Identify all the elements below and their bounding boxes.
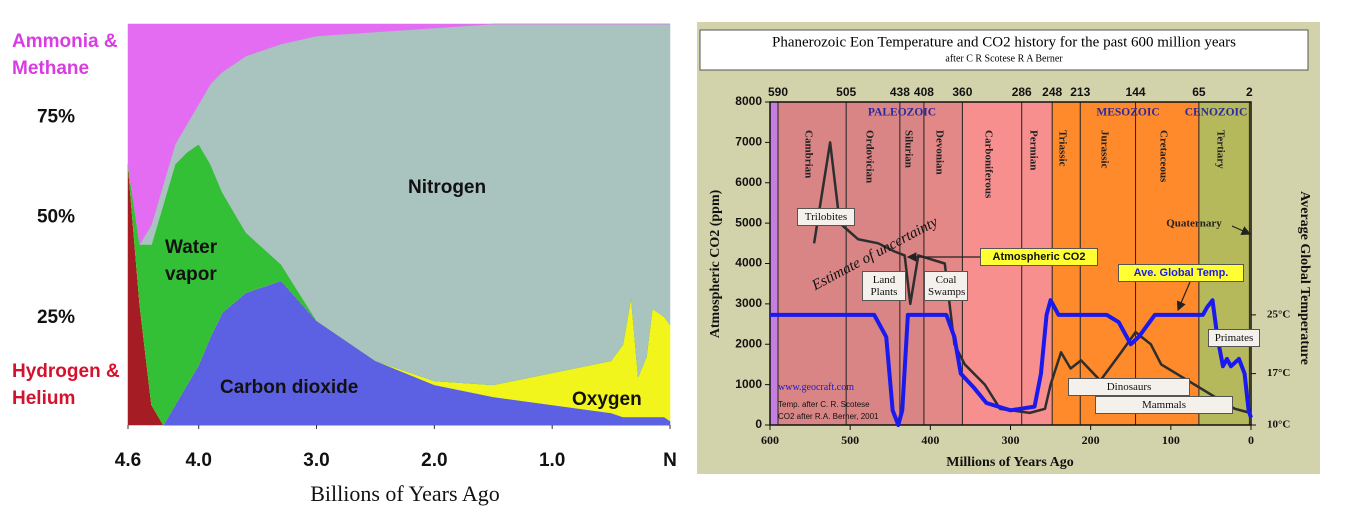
series-label: Ammonia & Methane (12, 31, 118, 79)
y-tick-label: 3000 (735, 296, 762, 310)
line-series (812, 141, 1251, 415)
series-label: Nitrogen (408, 177, 487, 198)
left-chart: 4.6 4.0 3.0 2.0 1.0 N 25% 50% 75% Billions of Yea… (37, 23, 677, 506)
annotation: Temp. after C. R. Scotese (778, 400, 870, 409)
line-series (770, 298, 1253, 427)
annotation: Mammals (1095, 396, 1233, 414)
x-tick-label: N (663, 450, 677, 471)
top-tick-label: 360 (952, 85, 972, 99)
title-box (699, 29, 1309, 71)
period-name: Cretaceous (1158, 130, 1170, 183)
chart-subtitle: after C R Scotese R A Berner (945, 53, 1063, 64)
period-name: Tertiary (1215, 130, 1227, 169)
y-tick-label: 8000 (735, 94, 762, 108)
annotation: CO2 after R.A. Berner, 2001 (778, 412, 879, 421)
x-tick-label: 4.6 (115, 450, 141, 471)
area (127, 23, 670, 246)
x-tick-label: 4.0 (185, 450, 211, 471)
chart-title: Phanerozoic Eon Temperature and CO2 hist… (772, 34, 1236, 50)
top-tick-label: 213 (1070, 85, 1090, 99)
x-axis-label: Millions of Years Ago (946, 455, 1073, 470)
series-label: Atmospheric CO2 (980, 248, 1098, 266)
top-tick-label: 65 (1192, 85, 1206, 99)
period-name: Cambrian (803, 130, 815, 178)
y-tick-label: 5000 (735, 215, 762, 229)
top-tick-label: 438 (890, 85, 910, 99)
period-band (1198, 102, 1250, 425)
x-tick-label: 1.0 (539, 450, 565, 471)
y-tick-label: 50% (37, 207, 75, 228)
period-name: Carboniferous (983, 130, 995, 199)
x-tick-label: 600 (761, 433, 779, 447)
y-tick-label: 2000 (735, 336, 762, 350)
y-tick-label: 1000 (735, 377, 762, 391)
annotation: Coal Swamps (924, 271, 968, 301)
y-tick-label: 6000 (735, 175, 762, 189)
top-tick-label: 505 (836, 85, 856, 99)
top-tick-label: 144 (1126, 85, 1146, 99)
x-tick-label: 3.0 (303, 450, 329, 471)
period-name: Silurian (902, 130, 914, 168)
period-band (1249, 102, 1251, 425)
y-tick-label: 25% (37, 307, 75, 328)
era-label: MESOZOIC (1096, 107, 1159, 119)
period-band (1135, 102, 1199, 425)
y-tick-label: 0 (755, 417, 762, 431)
top-tick-label: 590 (768, 85, 788, 99)
series-label: Hydrogen & Helium (12, 361, 120, 409)
x-tick-label: 400 (921, 433, 939, 447)
series-label: Ave. Global Temp. (1118, 264, 1244, 282)
arrow (1176, 281, 1191, 312)
top-tick-label: 286 (1012, 85, 1032, 99)
period-name: Ordovician (863, 130, 875, 183)
y-tick-label: 7000 (735, 135, 762, 149)
x-tick-label: 200 (1082, 433, 1100, 447)
period-name: Quaternary (1166, 218, 1222, 230)
period-name: Devonian (934, 130, 946, 175)
period-name: Permian (1027, 130, 1039, 170)
x-tick-label: 500 (841, 433, 859, 447)
x-axis-label: Billions of Years Ago (310, 481, 499, 506)
x-tick-label: 0 (1248, 433, 1254, 447)
arrow (1231, 225, 1252, 235)
era-label: CENOZOIC (1185, 107, 1248, 119)
y-tick-label: 75% (37, 106, 75, 127)
x-tick-label: 100 (1162, 433, 1180, 447)
x-tick-label: 300 (1002, 433, 1020, 447)
period-band (778, 102, 847, 425)
top-tick-label: 248 (1042, 85, 1062, 99)
series-label: Oxygen (572, 389, 642, 410)
annotation: Primates (1208, 329, 1260, 347)
series-label: Water vapor (165, 237, 218, 285)
period-name: Triassic (1057, 130, 1069, 167)
annotation-arrows (906, 225, 1252, 312)
x-tick-label: 2.0 (421, 450, 447, 471)
y2-tick-label: 17°C (1267, 367, 1290, 379)
top-tick-label: 408 (914, 85, 934, 99)
right-chart: Cambrian Ordovician Silurian Devonian Carbon… (708, 85, 1312, 470)
y2-tick-label: 10°C (1267, 419, 1290, 431)
annotation: www.geocraft.com (778, 382, 854, 393)
y-tick-label: 4000 (735, 256, 762, 270)
annotation: Dinosaurs (1068, 378, 1190, 396)
y-axis-label: Atmospheric CO2 (ppm) (708, 189, 723, 338)
period-name: Jurassic (1098, 130, 1110, 169)
y2-tick-label: 25°C (1267, 308, 1290, 320)
y2-axis-label: Average Global Temperature (1297, 191, 1312, 365)
era-label: PALEOZOIC (868, 107, 936, 119)
annotation: Trilobites (797, 208, 855, 226)
series-label: Carbon dioxide (220, 377, 359, 398)
top-tick-label: 2 (1246, 85, 1253, 99)
annotation: Land Plants (862, 271, 906, 301)
